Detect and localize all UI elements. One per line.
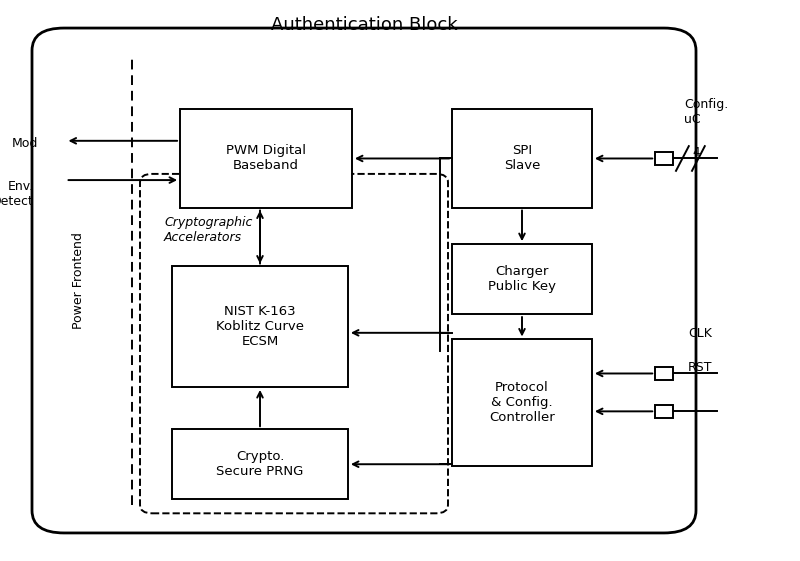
Text: Crypto.
Secure PRNG: Crypto. Secure PRNG <box>216 450 304 478</box>
FancyBboxPatch shape <box>32 28 696 533</box>
Text: Config.
uC: Config. uC <box>684 98 728 126</box>
Text: Authentication Block: Authentication Block <box>270 16 458 34</box>
Text: Cryptographic
Accelerators: Cryptographic Accelerators <box>164 216 252 244</box>
Bar <box>172 266 348 387</box>
Text: RST: RST <box>688 361 713 374</box>
Text: Protocol
& Config.
Controller: Protocol & Config. Controller <box>489 381 555 424</box>
Text: Charger
Public Key: Charger Public Key <box>488 265 556 293</box>
Text: NIST K-163
Koblitz Curve
ECSM: NIST K-163 Koblitz Curve ECSM <box>216 305 304 348</box>
Bar <box>452 339 592 466</box>
Text: PWM Digital
Baseband: PWM Digital Baseband <box>226 145 306 172</box>
Text: SPI
Slave: SPI Slave <box>504 145 540 172</box>
Bar <box>655 405 673 417</box>
Bar <box>655 367 673 380</box>
Bar <box>452 109 592 208</box>
Bar <box>655 153 673 165</box>
Text: 4: 4 <box>692 146 700 159</box>
Bar <box>172 429 348 499</box>
Text: Power Frontend: Power Frontend <box>72 232 85 329</box>
Bar <box>180 109 352 208</box>
Text: CLK: CLK <box>688 327 712 341</box>
Bar <box>452 244 592 314</box>
Text: Mod: Mod <box>12 136 38 150</box>
Text: Env.
Detect: Env. Detect <box>0 180 34 208</box>
